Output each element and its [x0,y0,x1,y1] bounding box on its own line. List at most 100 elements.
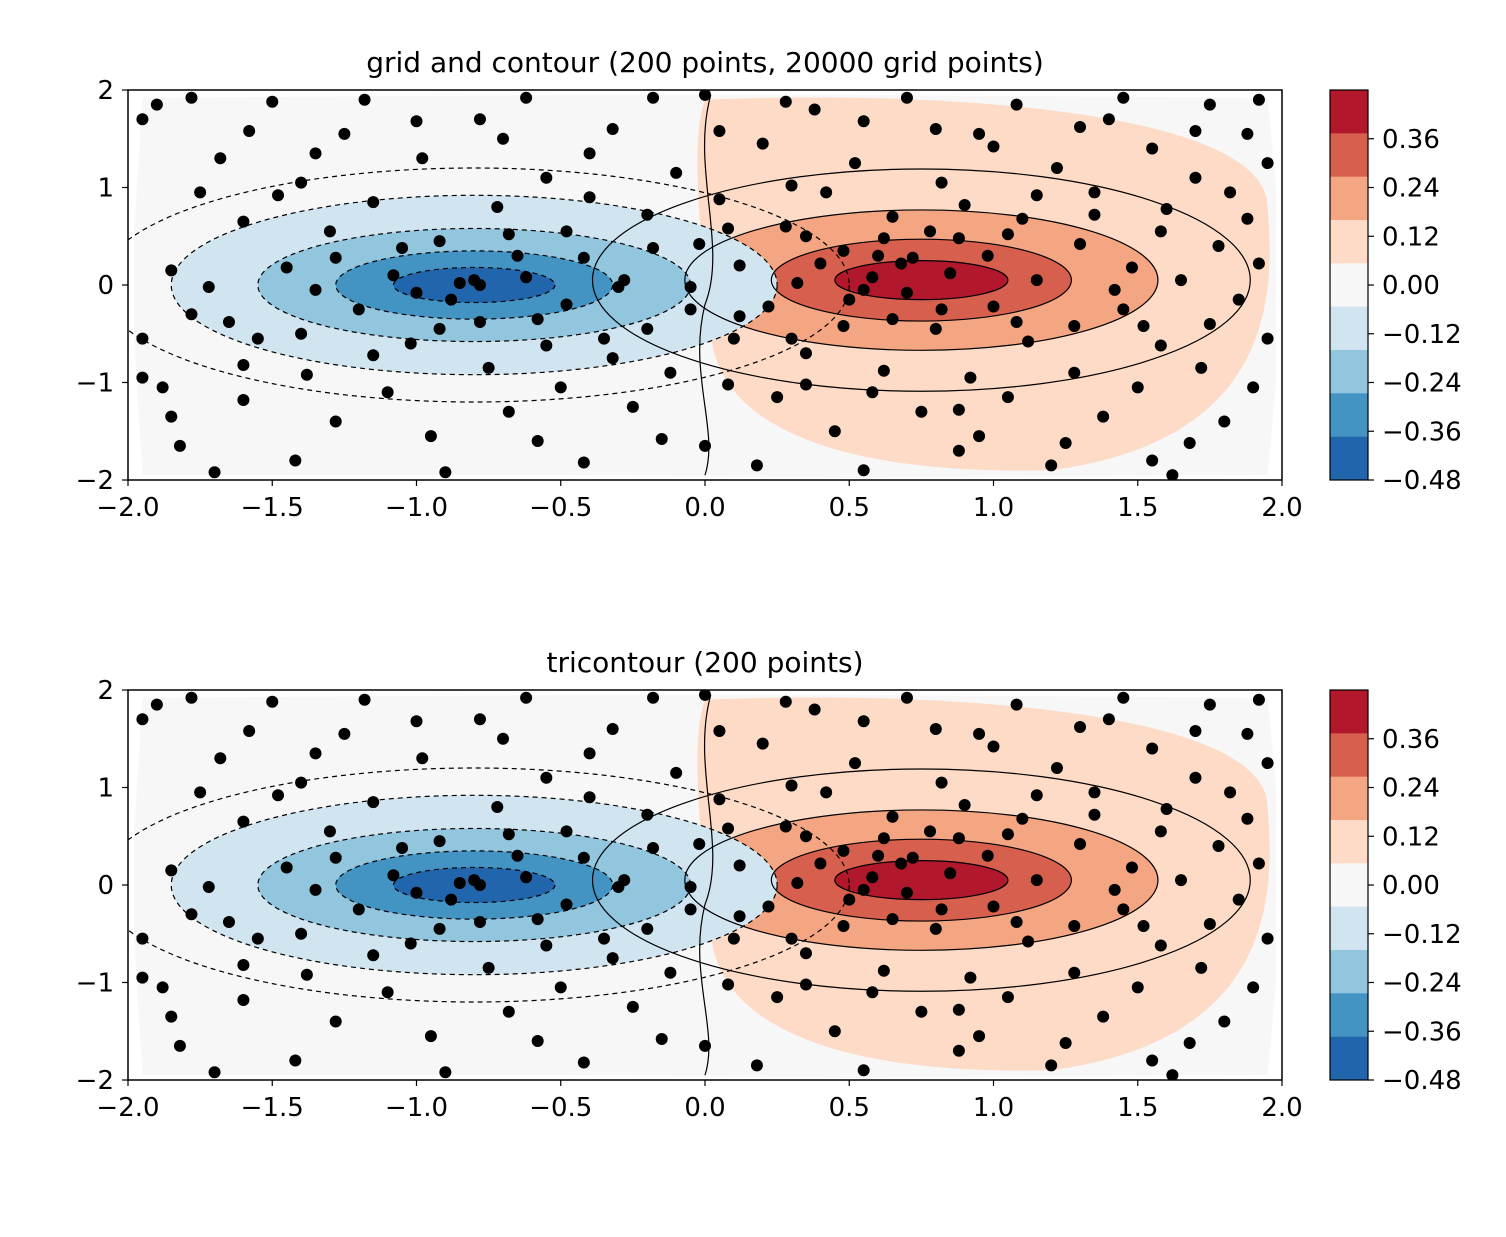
scatter-point [699,440,711,452]
colorbar-tick-label: 0.12 [1382,822,1440,852]
scatter-point [223,316,235,328]
scatter-point [532,435,544,447]
scatter-point [272,789,284,801]
scatter-point [953,445,965,457]
scatter-point [1184,437,1196,449]
x-tick-label: 1.0 [973,1093,1014,1123]
scatter-point [1011,316,1023,328]
scatter-point [791,877,803,889]
scatter-point [757,138,769,150]
scatter-point [1155,339,1167,351]
scatter-point [685,903,697,915]
scatter-point [405,938,417,950]
scatter-point [647,242,659,254]
scatter-point [858,115,870,127]
scatter-point [907,852,919,864]
scatter-point [878,832,890,844]
scatter-point [1155,225,1167,237]
scatter-point [1097,411,1109,423]
scatter-point [295,177,307,189]
scatter-point [607,123,619,135]
scatter-point [1031,189,1043,201]
y-tick-label: −2 [76,466,114,496]
scatter-point [209,1066,221,1078]
scatter-point [878,365,890,377]
scatter-point [353,903,365,915]
colorbar-swatch [1330,133,1368,177]
y-tick-label: −1 [76,969,114,999]
scatter-point [959,199,971,211]
scatter-point [647,842,659,854]
scatter-point [396,842,408,854]
scatter-point [1117,303,1129,315]
scatter-point [1002,228,1014,240]
scatter-point [1051,162,1063,174]
scatter-point [1189,725,1201,737]
scatter-point [656,433,668,445]
scatter-point [474,113,486,125]
scatter-point [887,313,899,325]
x-tick-label: −1.5 [241,493,304,523]
scatter-point [136,972,148,984]
scatter-point [503,406,515,418]
scatter-point [612,281,624,293]
scatter-point [1117,92,1129,104]
x-tick-label: −0.5 [529,1093,592,1123]
scatter-point [157,381,169,393]
scatter-point [936,177,948,189]
scatter-point [1247,381,1259,393]
scatter-point [713,193,725,205]
colorbar-swatch [1330,393,1368,437]
scatter-point [174,440,186,452]
scatter-point [1224,786,1236,798]
scatter-point [895,858,907,870]
colorbar-tick-label: −0.36 [1382,1017,1462,1047]
scatter-point [1184,1037,1196,1049]
scatter-point [367,796,379,808]
scatter-point [382,986,394,998]
scatter-point [540,172,552,184]
scatter-point [713,725,725,737]
scatter-point [151,99,163,111]
scatter-point [734,860,746,872]
scatter-point [578,1056,590,1068]
scatter-point [1031,789,1043,801]
scatter-point [1088,786,1100,798]
x-tick-label: −2.0 [96,493,159,523]
scatter-point [454,277,466,289]
x-tick-label: 1.5 [1117,1093,1158,1123]
scatter-point [1204,918,1216,930]
scatter-point [396,242,408,254]
scatter-point [728,933,740,945]
scatter-point [540,939,552,951]
scatter-point [272,189,284,201]
scatter-point [338,728,350,740]
scatter-point [1146,743,1158,755]
scatter-point [1213,240,1225,252]
scatter-point [295,777,307,789]
scatter-point [1002,828,1014,840]
scatter-point [849,157,861,169]
scatter-point [664,967,676,979]
scatter-point [1241,813,1253,825]
scatter-point [800,230,812,242]
scatter-point [901,692,913,704]
x-tick-label: −1.0 [385,1093,448,1123]
scatter-point [1068,320,1080,332]
scatter-point [483,962,495,974]
scatter-point [209,466,221,478]
scatter-point [1109,884,1121,896]
scatter-point [814,258,826,270]
scatter-point [237,959,249,971]
scatter-point [561,299,573,311]
scatter-point [982,850,994,862]
scatter-point [1224,186,1236,198]
scatter-point [1074,121,1086,133]
scatter-point [936,903,948,915]
colorbar-swatch [1330,863,1368,907]
scatter-point [474,316,486,328]
scatter-point [584,147,596,159]
scatter-point [685,881,697,893]
scatter-point [367,949,379,961]
scatter-point [474,879,486,891]
